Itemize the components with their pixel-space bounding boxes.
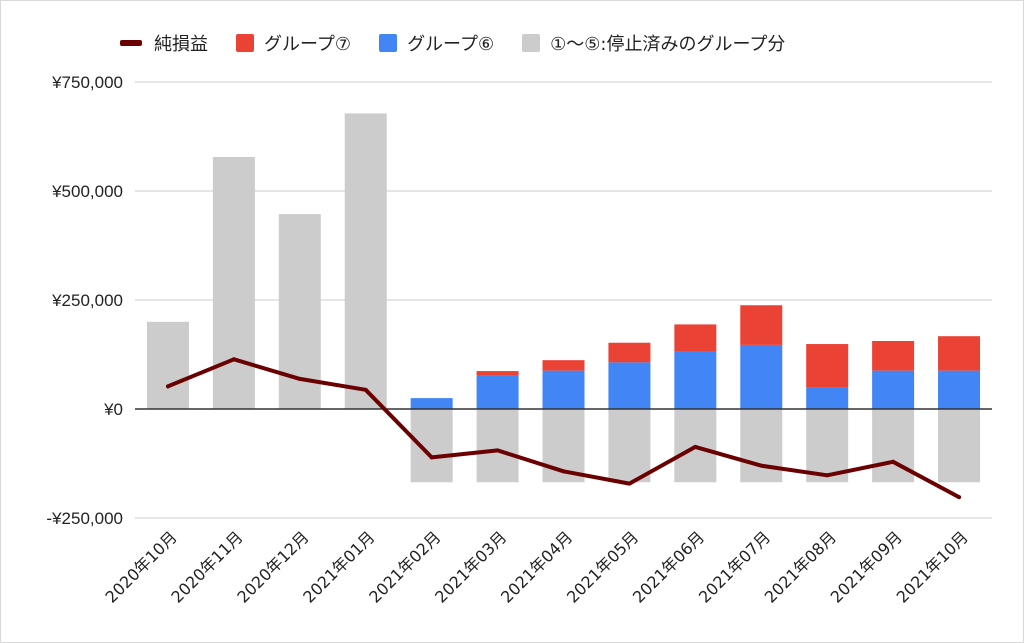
bar-segment: [146, 321, 189, 409]
legend-item-stopped: ①～⑤:停止済みのグループ分: [522, 30, 785, 56]
net-profit-point: [495, 448, 500, 453]
bar-segment: [542, 370, 585, 409]
net-profit-point: [825, 473, 830, 478]
bar-segment: [938, 336, 981, 371]
bar-segment: [740, 409, 783, 483]
bar-segment: [740, 344, 783, 409]
net-profit-point: [561, 469, 566, 474]
legend-swatch-stopped: [522, 34, 541, 52]
bar-segment: [806, 387, 849, 409]
bar-segment: [410, 398, 453, 409]
legend-label-net: 純損益: [154, 34, 208, 55]
bar-segment: [476, 375, 519, 409]
y-tick-label: ¥250,000: [51, 291, 123, 310]
bar-segment: [674, 324, 717, 352]
bar-segment: [806, 409, 849, 483]
legend-item-group6: グループ⑥: [379, 30, 494, 56]
bar-segment: [938, 370, 981, 409]
bar-segment: [410, 409, 453, 483]
y-tick-label: ¥750,000: [51, 73, 123, 92]
bar-segment: [938, 409, 981, 483]
net-profit-point: [165, 384, 170, 389]
bar-segment: [608, 342, 651, 363]
bar-segment: [608, 362, 651, 409]
legend-label-group7: グループ⑦: [264, 34, 352, 55]
y-tick-label: ¥500,000: [51, 182, 123, 201]
legend-swatch-group7: [236, 34, 254, 52]
chart-legend: 純損益 グループ⑦ グループ⑥ ①～⑤:停止済みのグループ分: [120, 26, 920, 60]
x-tick-label: 2021年10月: [893, 527, 972, 606]
legend-item-group7: グループ⑦: [236, 30, 351, 56]
bar-segment: [740, 305, 783, 345]
bar-segment: [212, 156, 255, 409]
bar-segment: [872, 370, 915, 409]
bar-segment: [476, 409, 519, 483]
bar-segment: [674, 351, 717, 409]
net-profit-point: [957, 495, 962, 500]
net-profit-point: [231, 357, 236, 362]
net-profit-point: [891, 459, 896, 464]
bar-segment: [344, 113, 387, 409]
net-profit-point: [297, 376, 302, 381]
net-profit-point: [363, 387, 368, 392]
legend-swatch-group6: [379, 34, 398, 52]
bar-segment: [872, 340, 915, 371]
legend-swatch-net: [120, 40, 142, 46]
bar-segment: [542, 360, 585, 371]
legend-item-net: 純損益: [120, 30, 208, 56]
legend-label-stopped: ①～⑤:停止済みのグループ分: [550, 34, 786, 55]
net-profit-point: [693, 444, 698, 449]
bar-segment: [608, 409, 651, 483]
bar-segment: [806, 344, 849, 388]
net-profit-point: [759, 463, 764, 468]
y-tick-label: -¥250,000: [46, 509, 123, 528]
y-tick-label: ¥0: [103, 400, 123, 419]
net-profit-point: [429, 455, 434, 460]
bar-segment: [476, 371, 519, 376]
legend-label-group6: グループ⑥: [407, 34, 495, 55]
net-profit-point: [627, 481, 632, 486]
